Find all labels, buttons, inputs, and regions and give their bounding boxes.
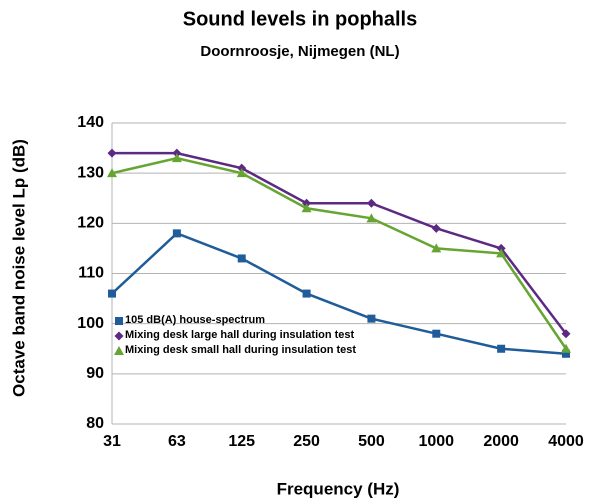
marker: [172, 229, 181, 238]
chart-title: Sound levels in pophalls: [183, 8, 417, 30]
marker: [496, 248, 507, 258]
series-line: [112, 151, 567, 335]
legend-label: 105 dB(A) house-spectrum: [125, 314, 265, 326]
x-tick-label: 500: [358, 433, 385, 450]
legend-entry: Mixing desk small hall during insulation…: [113, 344, 356, 357]
y-tick-label: 80: [86, 415, 104, 432]
legend-entry: Mixing desk large hall during insulation…: [113, 329, 356, 342]
marker: [431, 223, 441, 233]
marker: [561, 343, 571, 353]
marker: [302, 198, 312, 208]
marker: [432, 329, 441, 338]
marker: [366, 213, 377, 223]
marker: [114, 331, 124, 341]
marker: [431, 243, 442, 253]
y-tick-label: 120: [77, 215, 104, 232]
marker: [114, 346, 124, 355]
marker: [562, 349, 570, 358]
legend-symbol: [115, 317, 123, 325]
marker: [301, 203, 312, 213]
marker: [171, 153, 182, 163]
marker: [366, 198, 376, 208]
x-tick-label: 250: [293, 433, 320, 450]
y-tick-label: 110: [78, 265, 104, 282]
marker: [302, 289, 311, 298]
x-tick-label: 2000: [483, 433, 519, 450]
legend-entry: 105 dB(A) house-spectrum: [113, 314, 356, 327]
legend-symbol: [114, 346, 124, 355]
x-tick-label: 63: [168, 433, 186, 450]
y-axis-title: Octave band noise level Lp (dB): [9, 139, 28, 397]
marker: [237, 163, 247, 173]
legend-label: Mixing desk small hall during insulation…: [125, 344, 357, 356]
marker: [237, 254, 246, 263]
x-tick-label: 31: [103, 433, 121, 450]
x-tick-label: 4000: [548, 433, 584, 450]
legend-label: Mixing desk large hall during insulation…: [125, 329, 355, 341]
x-tick-label: 1000: [418, 433, 454, 450]
marker: [108, 289, 116, 298]
y-tick-label: 140: [77, 114, 104, 131]
chart-subtitle: Doornroosje, Nijmegen (NL): [200, 43, 399, 60]
series-line: [111, 231, 567, 356]
x-tick-label: 125: [228, 433, 255, 450]
marker: [497, 344, 506, 353]
marker: [236, 168, 247, 178]
marker: [172, 148, 182, 158]
y-tick-label: 90: [86, 365, 104, 382]
marker: [496, 243, 506, 253]
series-line: [111, 156, 568, 350]
marker: [561, 329, 571, 339]
legend: 105 dB(A) house-spectrum Mixing desk larg…: [113, 314, 356, 359]
marker: [367, 314, 376, 323]
y-tick-label: 130: [77, 164, 104, 181]
x-axis-title: Frequency (Hz): [277, 479, 400, 498]
marker: [115, 317, 123, 325]
y-tick-label: 100: [77, 315, 104, 332]
legend-symbol: [114, 331, 124, 341]
marker: [107, 168, 117, 178]
marker: [107, 148, 117, 158]
